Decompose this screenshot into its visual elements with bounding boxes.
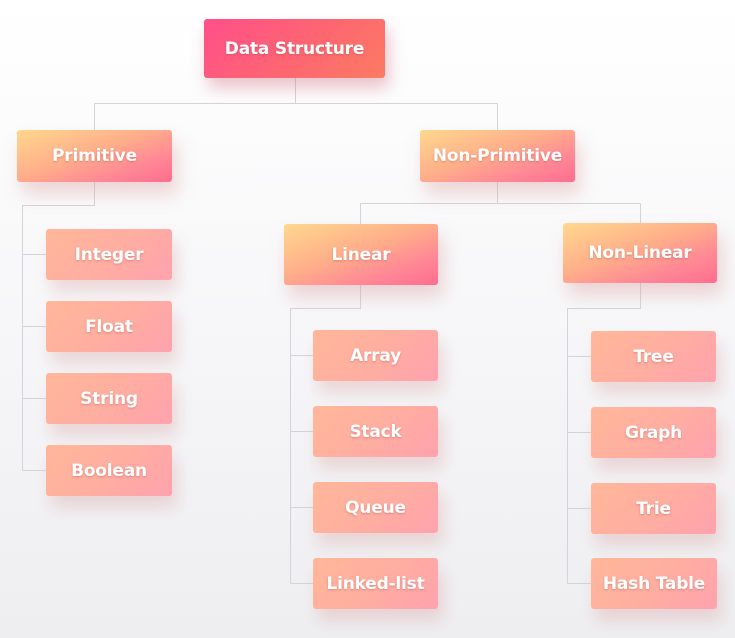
node-integer: Integer <box>46 229 172 280</box>
node-trie: Trie <box>591 483 716 534</box>
node-linear: Linear <box>284 224 438 285</box>
node-linked-list: Linked-list <box>313 558 438 609</box>
node-float: Float <box>46 301 172 352</box>
node-hash-table: Hash Table <box>591 558 717 609</box>
node-non-primitive: Non-Primitive <box>420 130 575 182</box>
connector-nonprimitive-to-subcategories <box>360 182 641 224</box>
node-stack: Stack <box>313 406 438 457</box>
node-primitive: Primitive <box>17 130 172 182</box>
node-boolean: Boolean <box>46 445 172 496</box>
connector-root-to-categories <box>94 78 498 130</box>
connector-nonlinear-to-leaves <box>567 283 641 584</box>
connector-primitive-to-leaves <box>22 182 95 471</box>
node-non-linear: Non-Linear <box>563 223 717 283</box>
connector-linear-to-leaves <box>290 285 361 584</box>
node-tree: Tree <box>591 331 716 382</box>
node-data-structure: Data Structure <box>204 19 385 78</box>
node-array: Array <box>313 330 438 381</box>
node-string: String <box>46 373 172 424</box>
node-queue: Queue <box>313 482 438 533</box>
node-graph: Graph <box>591 407 716 458</box>
